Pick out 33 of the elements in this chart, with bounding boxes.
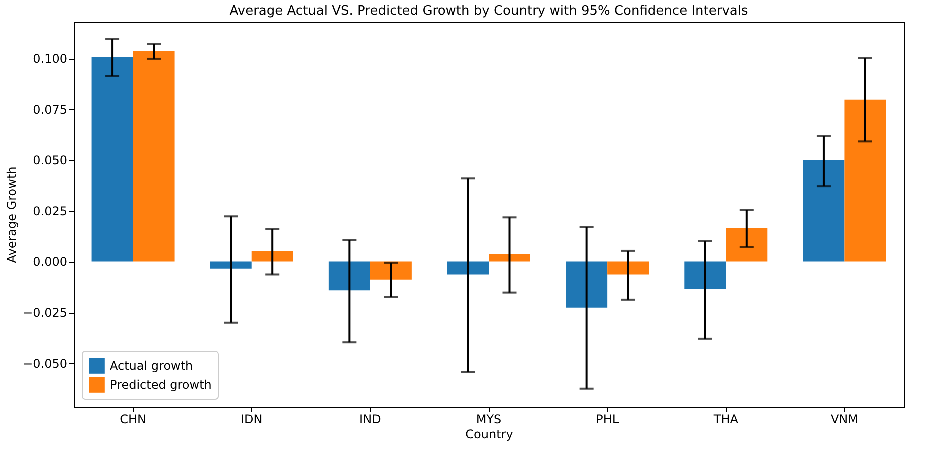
x-tick-label: THA: [712, 412, 740, 426]
y-axis-title: Average Growth: [5, 166, 20, 264]
bar: [448, 262, 489, 275]
bar: [210, 262, 252, 269]
y-tick-label: 0.100: [33, 52, 68, 66]
y-tick-label: 0.075: [33, 102, 68, 117]
bar: [489, 254, 530, 262]
bar: [92, 57, 134, 262]
y-tick-label: 0.000: [33, 255, 68, 270]
bar: [328, 262, 370, 291]
x-tick-label: IDN: [240, 412, 263, 426]
x-tick-label: VNM: [830, 412, 858, 426]
bar: [566, 262, 608, 308]
legend-label: Actual growth: [110, 359, 194, 373]
legend-label: Predicted growth: [110, 378, 212, 392]
x-axis-title: Country: [466, 428, 514, 442]
bar: [133, 51, 175, 262]
bar: [803, 160, 845, 262]
x-tick-label: IND: [360, 412, 382, 426]
x-tick-label: MYS: [476, 412, 502, 426]
x-tick-label: CHN: [120, 412, 146, 426]
y-tick-label: −0.025: [23, 306, 68, 320]
bar: [726, 228, 768, 262]
x-tick-label: PHL: [596, 412, 620, 426]
bar: [684, 262, 726, 289]
chart-title: Average Actual VS. Predicted Growth by Country with 95% Confidence Intervals: [230, 4, 748, 19]
bar: [252, 251, 294, 262]
y-tick-label: 0.025: [33, 204, 68, 218]
bar: [844, 100, 886, 262]
y-tick-label: 0.050: [33, 154, 68, 168]
bar: [370, 262, 412, 280]
y-tick-label: −0.050: [23, 356, 68, 371]
bar: [608, 262, 650, 275]
